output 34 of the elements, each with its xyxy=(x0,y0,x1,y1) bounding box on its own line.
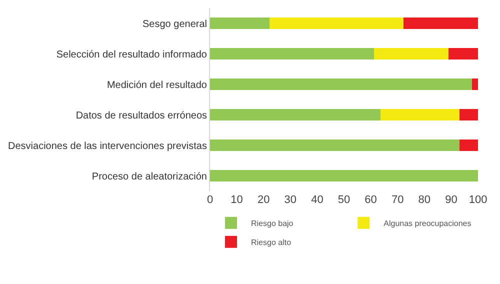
x-tick-label: 80 xyxy=(418,194,431,206)
legend-label: Riesgo alto xyxy=(251,238,292,248)
bar xyxy=(472,78,478,90)
bar xyxy=(210,48,374,60)
x-tick-label: 0 xyxy=(206,194,214,206)
x-tick-label: 10 xyxy=(230,194,243,206)
y-tick-label: Proceso de aleatorización xyxy=(92,171,207,182)
bar xyxy=(210,170,478,182)
x-tick-label: 70 xyxy=(391,194,404,206)
y-tick-label: Desviaciones de las intervenciones previstas xyxy=(8,140,207,152)
x-tick-label: 30 xyxy=(284,194,297,206)
bar xyxy=(270,17,404,30)
bar xyxy=(210,108,380,121)
legend-label: Riesgo bajo xyxy=(251,219,294,228)
bar xyxy=(210,17,270,30)
bar xyxy=(460,108,478,121)
bar xyxy=(404,17,478,30)
x-tick-label: 40 xyxy=(311,194,324,206)
y-tick-label: Selección del resultado informado xyxy=(56,49,208,60)
y-tick-label: Sesgo general xyxy=(142,18,207,30)
bar xyxy=(210,139,460,152)
legend-label: Algunas preocupaciones xyxy=(384,219,472,228)
x-tick-label: 50 xyxy=(338,194,350,206)
bar xyxy=(448,48,478,60)
bar xyxy=(374,48,448,60)
bar xyxy=(380,108,460,121)
bar xyxy=(210,78,472,90)
x-tick-label: 100 xyxy=(468,194,488,206)
y-tick-label: Datos de resultados erróneos xyxy=(76,110,207,122)
y-tick-label: Medición del resultado xyxy=(106,80,208,91)
x-tick-label: 90 xyxy=(445,194,458,206)
x-tick-label: 60 xyxy=(364,194,377,206)
x-tick-label: 20 xyxy=(257,194,270,206)
bar xyxy=(460,139,478,152)
